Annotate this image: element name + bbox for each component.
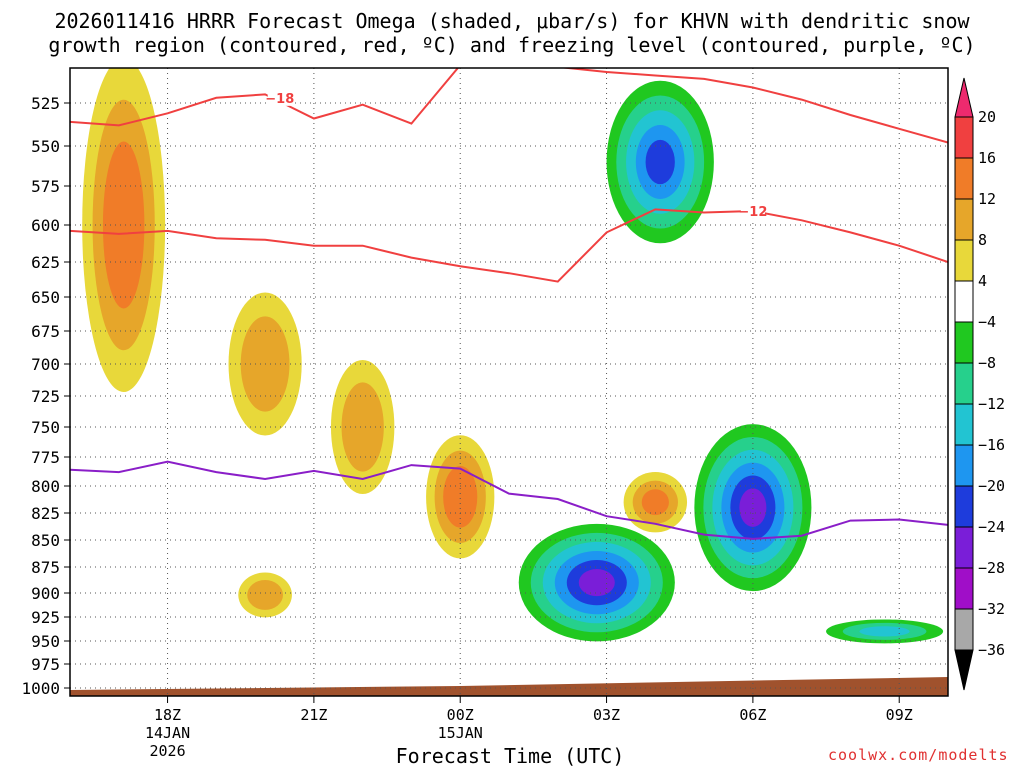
- omega-band-up-8: [341, 382, 384, 472]
- y-tick-label: 725: [31, 387, 60, 406]
- plot-border: [69, 67, 949, 697]
- plot-background: [70, 68, 948, 696]
- omega-region: [606, 80, 714, 244]
- omega-band-up-12: [102, 141, 145, 309]
- x-tick-year: 2026: [149, 742, 185, 760]
- omega-region: [826, 619, 944, 644]
- omega-region: [518, 523, 675, 642]
- x-tick-label: 21Z: [300, 706, 327, 724]
- omega-region: [694, 424, 812, 592]
- colorbar-label: −8: [978, 354, 996, 372]
- isotherm-label: −12: [738, 205, 767, 220]
- y-tick-label: 900: [31, 584, 60, 603]
- omega-region: [426, 435, 495, 559]
- plot-area: [70, 68, 948, 696]
- colorbar-box: [954, 116, 974, 159]
- colorbar-label: 16: [978, 149, 996, 167]
- colorbar-label: −4: [978, 313, 996, 331]
- colorbar-box: [954, 608, 974, 651]
- colorbar-label: −32: [978, 600, 1005, 618]
- y-tick-label: 850: [31, 531, 60, 550]
- omega-band-up-12: [641, 489, 669, 516]
- omega-band-down-12: [859, 626, 910, 637]
- y-tick-label: 650: [31, 288, 60, 307]
- colorbar-label: −28: [978, 559, 1005, 577]
- omega-band-down-20: [645, 139, 675, 185]
- colorbar-label: −20: [978, 477, 1005, 495]
- x-tick-label: 03Z: [593, 706, 620, 724]
- y-tick-label: 950: [31, 632, 60, 651]
- isotherm-line: [70, 68, 948, 144]
- chart-title-line-1: 2026011416 HRRR Forecast Omega (shaded, …: [54, 9, 970, 33]
- omega-region: [82, 68, 166, 392]
- y-tick-label: 675: [31, 322, 60, 341]
- y-tick-label: 600: [31, 216, 60, 235]
- colorbar-box: [954, 403, 974, 446]
- colorbar-bottom-arrow: [954, 649, 974, 691]
- colorbar-box: [954, 526, 974, 569]
- y-tick-label: 925: [31, 608, 60, 627]
- omega-band-up-8: [247, 579, 283, 610]
- colorbar-box: [954, 567, 974, 610]
- plot-frame: [69, 67, 949, 697]
- colorbar-label: −36: [978, 641, 1005, 659]
- x-tick-label: 09Z: [886, 706, 913, 724]
- isotherm-line: [70, 208, 948, 283]
- x-tick-label: 00Z: [447, 706, 474, 724]
- colorbar-box: [954, 280, 974, 323]
- y-tick-label: 750: [31, 418, 60, 437]
- colorbar-label: 20: [978, 108, 996, 126]
- omega-region: [238, 572, 292, 618]
- colorbar-label: −24: [978, 518, 1005, 536]
- colorbar-label: 8: [978, 231, 987, 249]
- chart-title-line-2: growth region (contoured, red, ºC) and f…: [48, 33, 976, 57]
- omega-band-down-24: [739, 488, 767, 527]
- y-tick-label: 825: [31, 504, 60, 523]
- colorbar-label: −16: [978, 436, 1005, 454]
- y-tick-label: 550: [31, 137, 60, 156]
- colorbar-box: [954, 198, 974, 241]
- y-tick-label: 800: [31, 477, 60, 496]
- y-tick-label: 700: [31, 355, 60, 374]
- omega-band-down-24: [578, 569, 615, 597]
- y-tick-label: 1000: [21, 679, 60, 698]
- y-tick-label: 775: [31, 448, 60, 467]
- x-tick-date: 14JAN: [145, 724, 190, 742]
- y-tick-label: 575: [31, 177, 60, 196]
- terrain-ground: [70, 677, 948, 696]
- colorbar-box: [954, 444, 974, 487]
- y-tick-label: 525: [31, 94, 60, 113]
- y-tick-label: 625: [31, 253, 60, 272]
- colorbar-box: [954, 157, 974, 200]
- colorbar-box: [954, 485, 974, 528]
- contour-layer: −18 −12: [70, 68, 948, 540]
- colorbar-label: 4: [978, 272, 987, 290]
- y-tick-label: 875: [31, 558, 60, 577]
- source-credit: coolwx.com/modelts: [828, 746, 1009, 764]
- isotherm-line: [70, 460, 948, 540]
- omega-region: [623, 472, 688, 533]
- x-tick-label: 06Z: [739, 706, 766, 724]
- colorbar: 20 16 12 8 4 −4 −8 −12 −16 −20 −24 −28 −32 −36: [954, 77, 1005, 691]
- x-axis-title: Forecast Time (UTC): [395, 744, 625, 768]
- colorbar-top-arrow: [954, 77, 974, 118]
- colorbar-label: 12: [978, 190, 996, 208]
- colorbar-box: [954, 239, 974, 282]
- y-tick-label: 975: [31, 655, 60, 674]
- y-axis: 525 550 575 600 625 650 675 700 725 750 775 800 825 8…: [21, 94, 70, 698]
- colorbar-label: −12: [978, 395, 1005, 413]
- x-tick-label: 18Z: [154, 706, 181, 724]
- isotherm-label-bg: [740, 202, 765, 219]
- terrain-layer: [70, 677, 948, 696]
- omega-region: [330, 360, 395, 494]
- colorbar-box: [954, 321, 974, 364]
- colorbar-box: [954, 362, 974, 405]
- isotherm-label-bg: [267, 89, 292, 106]
- x-tick-date: 15JAN: [438, 724, 483, 742]
- omega-band-up-12: [443, 466, 478, 528]
- isotherm-label: −18: [265, 92, 294, 107]
